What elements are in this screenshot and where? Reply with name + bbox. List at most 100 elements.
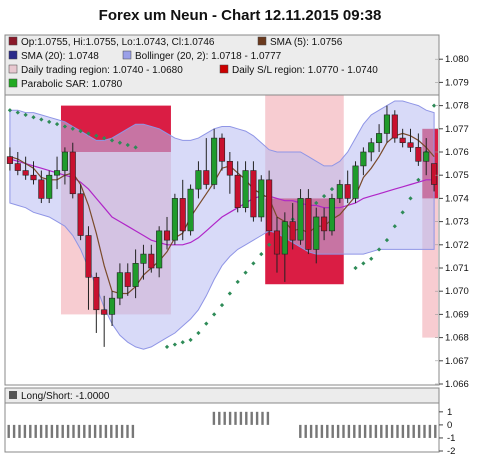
long-short-bar [417,424,421,438]
y-tick-label: 1.069 [445,309,469,320]
y-tick-label: 1.070 [445,286,469,297]
candle-body [211,137,218,185]
long-short-bar [428,424,432,438]
candle-body [46,174,53,199]
psar-dot [15,110,20,115]
long-short-bar [320,424,324,438]
candle-body [93,276,100,311]
long-short-bar [99,424,102,438]
panel-tick-label: 1 [447,407,452,418]
candle-body [124,272,131,287]
psar-dot [219,302,225,308]
candle-body [77,193,84,236]
long-short-bar [126,424,129,438]
long-short-bar [110,424,113,438]
candle-body [101,309,108,315]
legend-ohlc: Op:1.0755, Hi:1.0755, Lo:1.0743, Cl:1.07… [21,37,215,48]
candle-body [187,188,194,232]
candle-body [54,170,61,176]
candle-body [108,297,116,315]
long-short-bar [358,424,361,438]
long-short-bar [93,424,97,438]
candle-body [30,174,37,181]
y-tick-label: 1.077 [445,124,469,135]
psar-dot [251,261,256,266]
candle-body [360,151,367,167]
candle-body [376,133,383,144]
long-short-bar [104,424,108,438]
long-short-bar [261,411,264,425]
panel-y-axis: 1 0 -1 -2 [439,407,455,457]
candle-body [266,179,273,232]
panel-tick-label: -2 [447,446,455,457]
long-short-bar [385,424,388,438]
psar-dot [267,242,272,247]
psar-dot [180,340,185,345]
legend-sma20: SMA (20): 1.0748 [21,51,99,62]
y-tick-label: 1.079 [445,77,469,88]
y-tick-label: 1.067 [445,356,469,367]
psar-dot [188,337,193,343]
candle-body [179,198,186,232]
psar-dot [47,119,52,124]
candle-body [407,142,414,148]
psar-dot [384,238,390,243]
long-short-bar [396,424,399,438]
long-short-bar [342,424,345,438]
psar-dot [39,117,44,122]
psar-dot [400,210,405,215]
long-short-bar [29,424,32,438]
psar-dot [78,128,83,134]
long-short-header [4,387,440,404]
long-short-bar [234,411,237,425]
candle-body [250,170,257,218]
long-short-bar [223,411,226,425]
long-short-bar [72,424,75,438]
legend-daily-sl: Daily S/L region: 1.0770 - 1.0740 [232,65,378,76]
psar-dot [369,256,374,261]
legend-daily-region: Daily trading region: 1.0740 - 1.0680 [21,65,183,76]
long-short-bar [266,411,270,425]
psar-dot [54,122,60,127]
candle-body [289,221,296,241]
long-short-bar [12,424,16,438]
long-short-bar [401,424,405,438]
long-short-bar [83,424,86,438]
candles [6,105,438,347]
candle-body [234,174,241,208]
psar-dot [376,247,382,252]
y-tick-label: 1.080 [445,54,469,65]
candle-body [415,147,422,162]
psar-dot [117,140,123,145]
psar-dot [196,330,201,336]
candle-body [431,163,438,185]
candle-body [423,151,430,162]
psar-dot [235,279,240,285]
psar-dot [329,186,335,192]
long-short-bar [7,424,10,438]
psar-dot [133,145,138,150]
long-short-bar [336,424,340,438]
candle-body [391,114,398,139]
long-short-bar [380,424,383,438]
long-short-bar [255,411,259,425]
psar-dot [86,131,91,136]
y-tick-label: 1.074 [445,193,469,204]
psar-dot [102,135,107,141]
long-short-bar [77,424,81,438]
long-short-bar [434,424,437,438]
candle-body [226,160,233,176]
y-tick-label: 1.072 [445,240,469,251]
psar-dot [109,138,115,143]
candle-body [273,230,281,255]
legend-daily-sl-swatch [219,64,229,74]
long-short-bar [120,424,124,438]
long-short-bar [212,411,216,425]
psar-dot [172,342,177,347]
psar-dot [353,265,358,271]
psar-dot [259,251,264,257]
candle-body [328,198,336,232]
legend-psar-swatch [8,78,18,88]
long-short-bar [61,424,64,438]
sma20-line [9,158,435,246]
